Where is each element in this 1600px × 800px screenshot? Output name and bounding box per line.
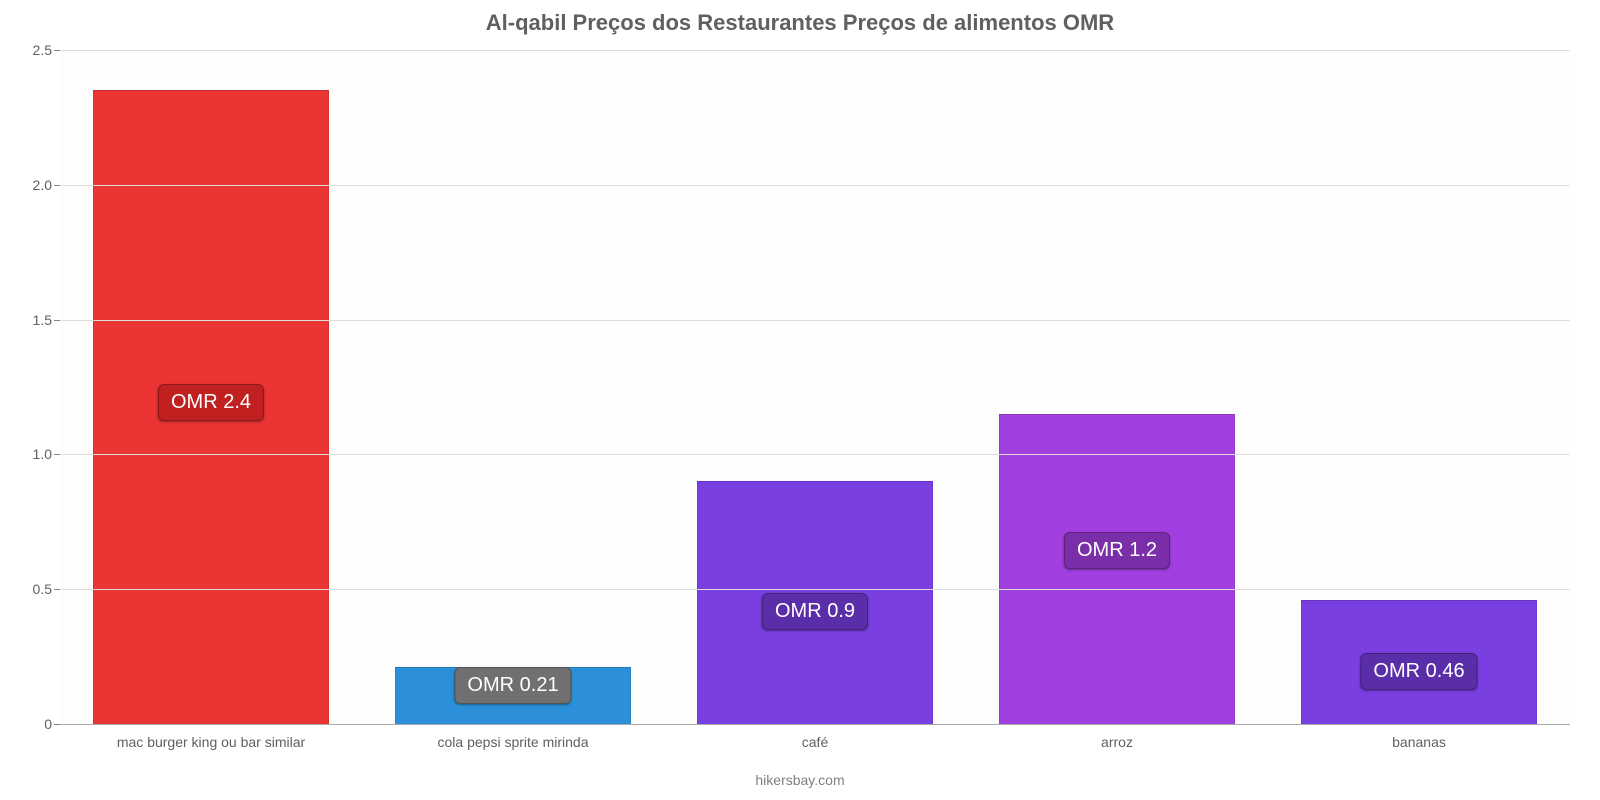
gridline — [60, 320, 1570, 321]
value-badge: OMR 0.21 — [454, 667, 571, 704]
bar-slot: OMR 0.9café — [664, 50, 966, 724]
bar-slot: OMR 0.21cola pepsi sprite mirinda — [362, 50, 664, 724]
xtick-label: café — [802, 724, 828, 750]
bar-slot: OMR 1.2arroz — [966, 50, 1268, 724]
gridline — [60, 589, 1570, 590]
xtick-label: cola pepsi sprite mirinda — [438, 724, 589, 750]
ytick-label: 2.0 — [33, 177, 60, 193]
xtick-label: bananas — [1392, 724, 1446, 750]
ytick-label: 0.5 — [33, 581, 60, 597]
gridline — [60, 454, 1570, 455]
value-badge: OMR 0.9 — [762, 593, 868, 630]
value-badge: OMR 1.2 — [1064, 532, 1170, 569]
bars-group: OMR 2.4mac burger king ou bar similarOMR… — [60, 50, 1570, 724]
chart-title: Al-qabil Preços dos Restaurantes Preços … — [0, 10, 1600, 36]
price-bar-chart: Al-qabil Preços dos Restaurantes Preços … — [0, 0, 1600, 800]
ytick-label: 2.5 — [33, 42, 60, 58]
gridline — [60, 50, 1570, 51]
bar-slot: OMR 2.4mac burger king ou bar similar — [60, 50, 362, 724]
xtick-label: arroz — [1101, 724, 1133, 750]
value-badge: OMR 0.46 — [1360, 653, 1477, 690]
value-badge: OMR 2.4 — [158, 384, 264, 421]
plot-area: OMR 2.4mac burger king ou bar similarOMR… — [60, 50, 1570, 725]
ytick-label: 0 — [44, 716, 60, 732]
ytick-label: 1.0 — [33, 446, 60, 462]
source-credit: hikersbay.com — [755, 772, 844, 788]
xtick-label: mac burger king ou bar similar — [117, 724, 305, 750]
bar-slot: OMR 0.46bananas — [1268, 50, 1570, 724]
bar — [999, 414, 1235, 724]
ytick-label: 1.5 — [33, 312, 60, 328]
gridline — [60, 185, 1570, 186]
